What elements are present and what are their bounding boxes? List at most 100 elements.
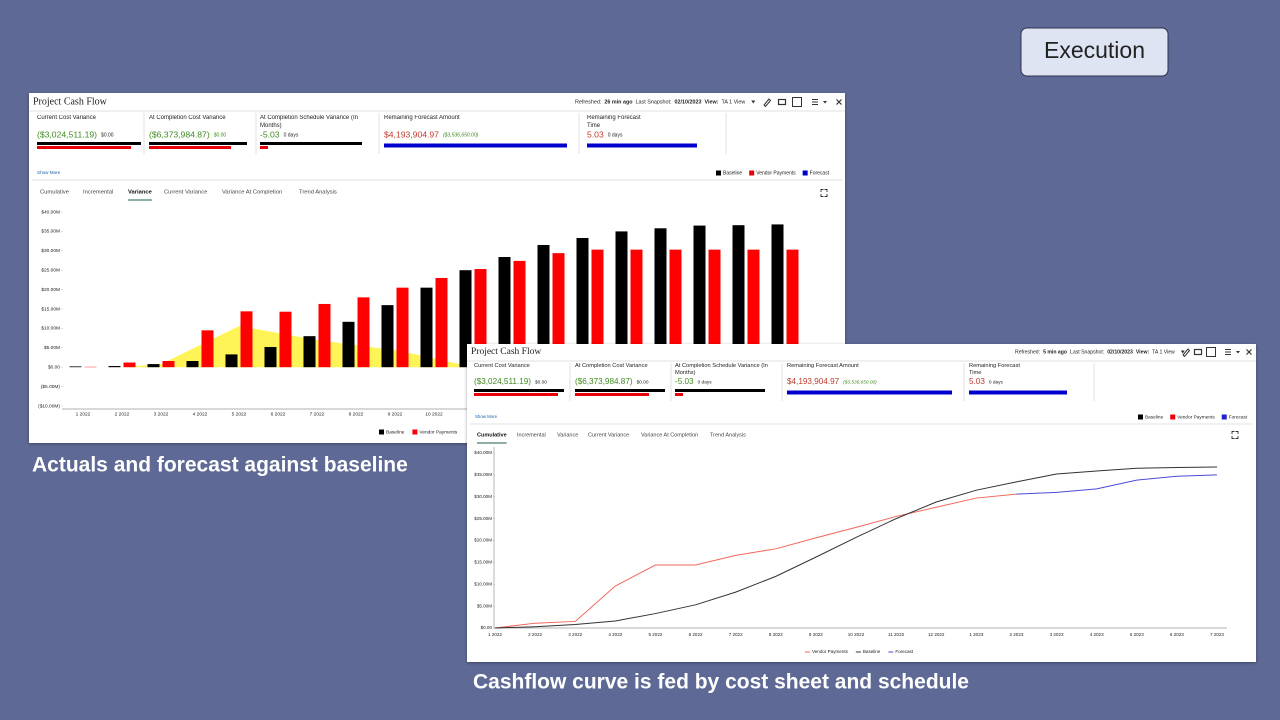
x-tick-label: 1 2022 bbox=[488, 632, 502, 637]
show-more-link[interactable]: Show More bbox=[475, 414, 498, 419]
y-tick-label: $40.00M bbox=[41, 209, 60, 215]
tab[interactable]: Incremental bbox=[517, 432, 546, 438]
kpi-label-box: Remaining Forecast Time bbox=[587, 115, 641, 129]
kpi-bar bbox=[149, 146, 231, 149]
refreshed-value: 5 min ago bbox=[1043, 349, 1067, 355]
x-tick-label: 1 2023 bbox=[969, 632, 983, 637]
menu-icon[interactable] bbox=[812, 99, 818, 105]
y-tick-label: $35.00M bbox=[41, 229, 60, 235]
close-icon[interactable] bbox=[1246, 349, 1252, 355]
y-tick-label: $10.00M bbox=[41, 326, 60, 332]
kpi-label: At Completion Cost Variance bbox=[149, 115, 226, 121]
kpi-label-box: Remaining Forecast Amount bbox=[787, 363, 859, 369]
kpi-value: -5.03 bbox=[675, 377, 694, 386]
tab[interactable]: Variance bbox=[557, 432, 578, 438]
bar bbox=[459, 270, 472, 368]
y-tick-label: $20.00M bbox=[41, 287, 60, 293]
kpi-label-box: Current Cost Variance bbox=[474, 363, 530, 369]
caption: Actuals and forecast against baseline bbox=[32, 454, 408, 477]
kpi-label-box: Remaining Forecast Time bbox=[969, 363, 1020, 376]
close-icon[interactable] bbox=[836, 99, 842, 105]
menu-arrow[interactable] bbox=[823, 101, 827, 104]
y-tick-label: $30.00M bbox=[474, 494, 492, 499]
kpi-bar bbox=[384, 143, 567, 148]
x-tick-label: 11 2022 bbox=[888, 632, 905, 637]
view-dropdown-arrow[interactable] bbox=[751, 100, 756, 104]
bar bbox=[264, 347, 277, 368]
menu-arrow[interactable] bbox=[1236, 351, 1240, 354]
x-tick-label: 9 2022 bbox=[388, 411, 403, 417]
tab[interactable]: Trend Analysis bbox=[710, 432, 746, 438]
x-tick-label: 7 2022 bbox=[729, 632, 743, 637]
view-select: TA 1 View bbox=[1152, 349, 1175, 355]
view-label: View: bbox=[1136, 349, 1150, 355]
bar bbox=[732, 225, 745, 368]
bar bbox=[318, 303, 331, 368]
badge-box bbox=[1020, 27, 1169, 77]
tab-active[interactable]: Cumulative bbox=[477, 432, 507, 438]
bar bbox=[342, 321, 355, 368]
bar bbox=[108, 366, 121, 368]
kpi-value: $4,193,904.97 bbox=[384, 129, 439, 139]
menu-icon[interactable] bbox=[1225, 349, 1231, 355]
y-tick-label: $25.00M bbox=[41, 267, 60, 273]
snapshot-value: 02/10/2023 bbox=[1107, 349, 1133, 355]
y-tick-label: $20.00M bbox=[474, 538, 492, 543]
kpi-label-box: At Completion Schedule Variance (In Mont… bbox=[675, 363, 768, 376]
bar bbox=[123, 362, 136, 368]
kpi-value: 5.03 bbox=[969, 377, 985, 386]
legend-label: Vendor Payments bbox=[1177, 414, 1215, 420]
legend-label: Forecast bbox=[895, 649, 913, 654]
x-tick-label: 2 2022 bbox=[115, 411, 130, 417]
tab[interactable]: Current Variance bbox=[588, 432, 629, 438]
x-tick-label: 4 2022 bbox=[608, 632, 622, 637]
y-tick-label: $30.00M bbox=[41, 248, 60, 254]
tab[interactable]: Current Variance bbox=[164, 190, 207, 196]
edit-icon[interactable] bbox=[763, 98, 772, 108]
expand-icon[interactable] bbox=[1231, 431, 1239, 439]
y-tick-label: $10.00M bbox=[474, 581, 492, 586]
bar bbox=[591, 249, 604, 368]
bar bbox=[708, 249, 721, 368]
refresh-icon[interactable] bbox=[1206, 347, 1216, 357]
panel: Project Cash Flow Refreshed: 5 min ago Last… bbox=[467, 344, 1256, 662]
bar bbox=[240, 311, 253, 368]
tab[interactable]: Variance At Completion bbox=[222, 190, 282, 196]
x-tick-label: 3 2023 bbox=[1050, 632, 1064, 637]
view-dropdown-arrow[interactable] bbox=[1180, 350, 1185, 354]
expand-icon[interactable] bbox=[820, 189, 828, 197]
kpi-bar bbox=[149, 142, 247, 145]
tab[interactable]: Variance At Completion bbox=[641, 432, 698, 438]
area bbox=[83, 326, 473, 368]
bar bbox=[420, 287, 433, 368]
print-icon[interactable] bbox=[777, 98, 787, 106]
show-more-link[interactable]: Show More bbox=[37, 170, 61, 175]
legend-swatch bbox=[412, 429, 418, 435]
kpi-subvalue: $0.00 bbox=[101, 132, 114, 138]
bar bbox=[576, 237, 589, 368]
kpi-bar bbox=[260, 142, 362, 145]
bar bbox=[498, 257, 511, 368]
y-tick-label: $40.00M bbox=[474, 450, 492, 455]
edit-icon[interactable] bbox=[1182, 348, 1191, 358]
tab[interactable]: Cumulative bbox=[40, 190, 69, 196]
kpi-label-box: Current Cost Variance bbox=[37, 115, 96, 121]
kpi-bar bbox=[474, 389, 564, 392]
bar bbox=[654, 228, 667, 368]
kpi-subvalue: 0 days bbox=[698, 379, 713, 385]
kpi-subvalue: $0.00 bbox=[214, 132, 227, 138]
print-icon[interactable] bbox=[1193, 348, 1203, 356]
tab-active[interactable]: Variance bbox=[128, 190, 153, 196]
panel-title: Project Cash Flow bbox=[471, 347, 541, 357]
refresh-icon[interactable] bbox=[792, 97, 802, 107]
kpi-subvalue: ($3,536,650.00) bbox=[443, 132, 479, 138]
kpi-bar bbox=[37, 146, 131, 149]
tab[interactable]: Incremental bbox=[83, 190, 113, 196]
kpi-label: Current Cost Variance bbox=[37, 115, 96, 121]
bar bbox=[669, 249, 682, 368]
badge-label: Execution bbox=[1044, 37, 1145, 63]
bar bbox=[474, 269, 487, 368]
legend-swatch bbox=[1138, 414, 1143, 420]
tab[interactable]: Trend Analysis bbox=[299, 190, 337, 196]
